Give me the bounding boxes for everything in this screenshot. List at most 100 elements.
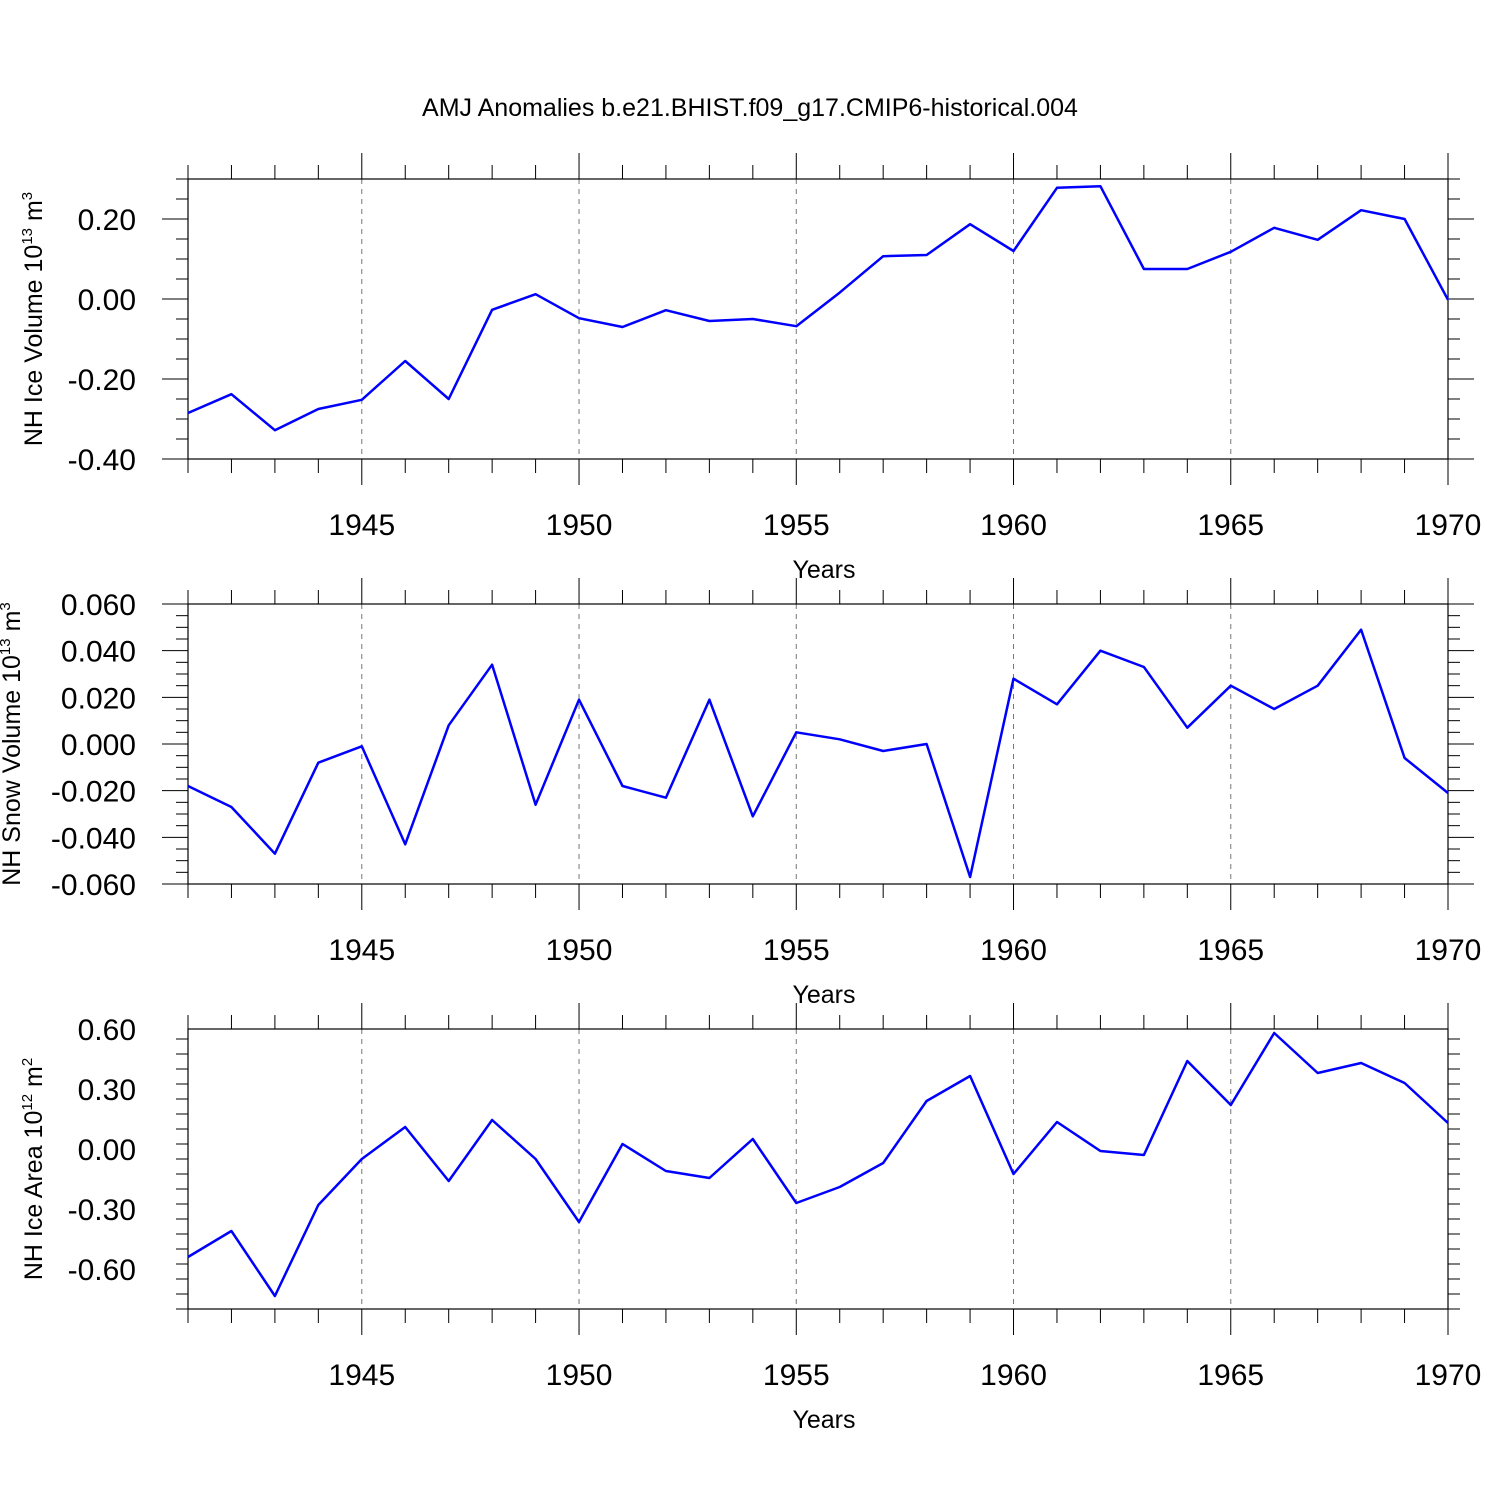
x-tick-label: 1955 (763, 934, 830, 967)
data-point (1143, 666, 1145, 668)
data-point (535, 804, 537, 806)
data-point (621, 326, 623, 328)
y-tick-label: 0.00 (78, 1134, 136, 1167)
data-point (491, 309, 493, 311)
data-point (1273, 1032, 1275, 1034)
y-axis-title: NH Snow Volume 1013 m3 (0, 602, 26, 886)
data-point (1056, 703, 1058, 705)
data-point (535, 1158, 537, 1160)
y-tick-label: 0.00 (78, 284, 136, 317)
data-point (621, 785, 623, 787)
x-tick-label: 1970 (1415, 934, 1482, 967)
data-point (1317, 239, 1319, 241)
data-point (317, 408, 319, 410)
data-point (926, 254, 928, 256)
data-point (230, 1230, 232, 1232)
panel-2: 1945 1950 1955 1960 1965 1970 Years -0.060 -0.04… (0, 578, 1481, 1009)
panel-3: 1945 1950 1955 1960 1965 1970 Years -0.60 -0.30 0… (19, 1003, 1481, 1434)
y-axis-title-main: NH Ice Area 10 (20, 1111, 48, 1281)
y-axis-title-exponent: 13 (19, 228, 36, 245)
data-point (1099, 185, 1101, 187)
data-point (274, 429, 276, 431)
data-point (1143, 268, 1145, 270)
data-point (187, 412, 189, 414)
data-point (882, 255, 884, 257)
data-point (1099, 650, 1101, 652)
data-point (361, 745, 363, 747)
data-point (274, 853, 276, 855)
y-tick-label: 0.20 (78, 204, 136, 237)
data-point (665, 797, 667, 799)
data-point (1317, 1072, 1319, 1074)
data-point (404, 843, 406, 845)
x-tick-label: 1960 (980, 1359, 1047, 1392)
x-tick-label: 1965 (1197, 934, 1264, 967)
x-tick-label: 1950 (546, 934, 613, 967)
y-tick-label: 0.040 (61, 636, 136, 669)
data-point (1447, 1122, 1449, 1124)
data-point (230, 393, 232, 395)
y-axis-title-unit: m (20, 200, 48, 228)
y-tick-label: -0.040 (51, 822, 136, 855)
series-line (187, 628, 1449, 879)
x-tick-label: 1945 (328, 1359, 395, 1392)
data-point (535, 293, 537, 295)
y-tick-label: -0.060 (51, 869, 136, 902)
x-axis-title: Years (792, 556, 855, 584)
data-point (448, 1180, 450, 1182)
data-point (795, 731, 797, 733)
data-point (448, 724, 450, 726)
x-axis-title: Years (792, 1406, 855, 1434)
data-point (274, 1295, 276, 1297)
chart-panels: 1945 1950 1955 1960 1965 1970 Years -0.40 -0.20 0… (0, 153, 1481, 1434)
x-tick-label: 1950 (546, 1359, 613, 1392)
data-point (1186, 1060, 1188, 1062)
data-point (752, 318, 754, 320)
data-point (491, 664, 493, 666)
data-point (1143, 1154, 1145, 1156)
data-point (795, 1202, 797, 1204)
data-point (708, 320, 710, 322)
y-tick-label: -0.20 (68, 364, 136, 397)
y-axis-title-unit-exponent: 3 (0, 602, 14, 610)
y-tick-label: -0.40 (68, 444, 136, 477)
plot-frame (187, 178, 1449, 460)
data-point (1056, 1121, 1058, 1123)
y-tick-label: 0.60 (78, 1014, 136, 1047)
data-point (1230, 1104, 1232, 1106)
x-tick-label: 1945 (328, 934, 395, 967)
data-point (665, 309, 667, 311)
x-tick-label: 1965 (1197, 1359, 1264, 1392)
chart-title: AMJ Anomalies b.e21.BHIST.f09_g17.CMIP6-… (422, 94, 1078, 122)
data-point (1404, 1082, 1406, 1084)
x-tick-label: 1960 (980, 934, 1047, 967)
y-axis-title-main: NH Ice Volume 10 (20, 245, 48, 447)
data-point (665, 1170, 667, 1172)
x-tick-label: 1960 (980, 509, 1047, 542)
data-point (404, 1126, 406, 1128)
data-point (1273, 708, 1275, 710)
data-point (1404, 218, 1406, 220)
data-point (1317, 685, 1319, 687)
y-axis-title-unit: m (20, 1066, 48, 1094)
x-tick-label: 1955 (763, 1359, 830, 1392)
series-line (187, 1031, 1449, 1298)
data-point (926, 743, 928, 745)
data-point (187, 785, 189, 787)
data-point (1013, 1173, 1015, 1175)
data-point (187, 1256, 189, 1258)
data-point (752, 815, 754, 817)
y-tick-label: -0.60 (68, 1254, 136, 1287)
y-axis-title-exponent: 13 (0, 638, 14, 655)
y-axis-title-main: NH Snow Volume 10 (0, 655, 26, 886)
data-point (578, 699, 580, 701)
data-point (1186, 268, 1188, 270)
y-axis-title-unit: m (0, 611, 26, 639)
data-point (1099, 1150, 1101, 1152)
data-point (752, 1138, 754, 1140)
data-point (969, 876, 971, 878)
y-axis-title: NH Ice Volume 1013 m3 (19, 192, 48, 446)
data-point (1230, 251, 1232, 253)
x-tick-label: 1955 (763, 509, 830, 542)
